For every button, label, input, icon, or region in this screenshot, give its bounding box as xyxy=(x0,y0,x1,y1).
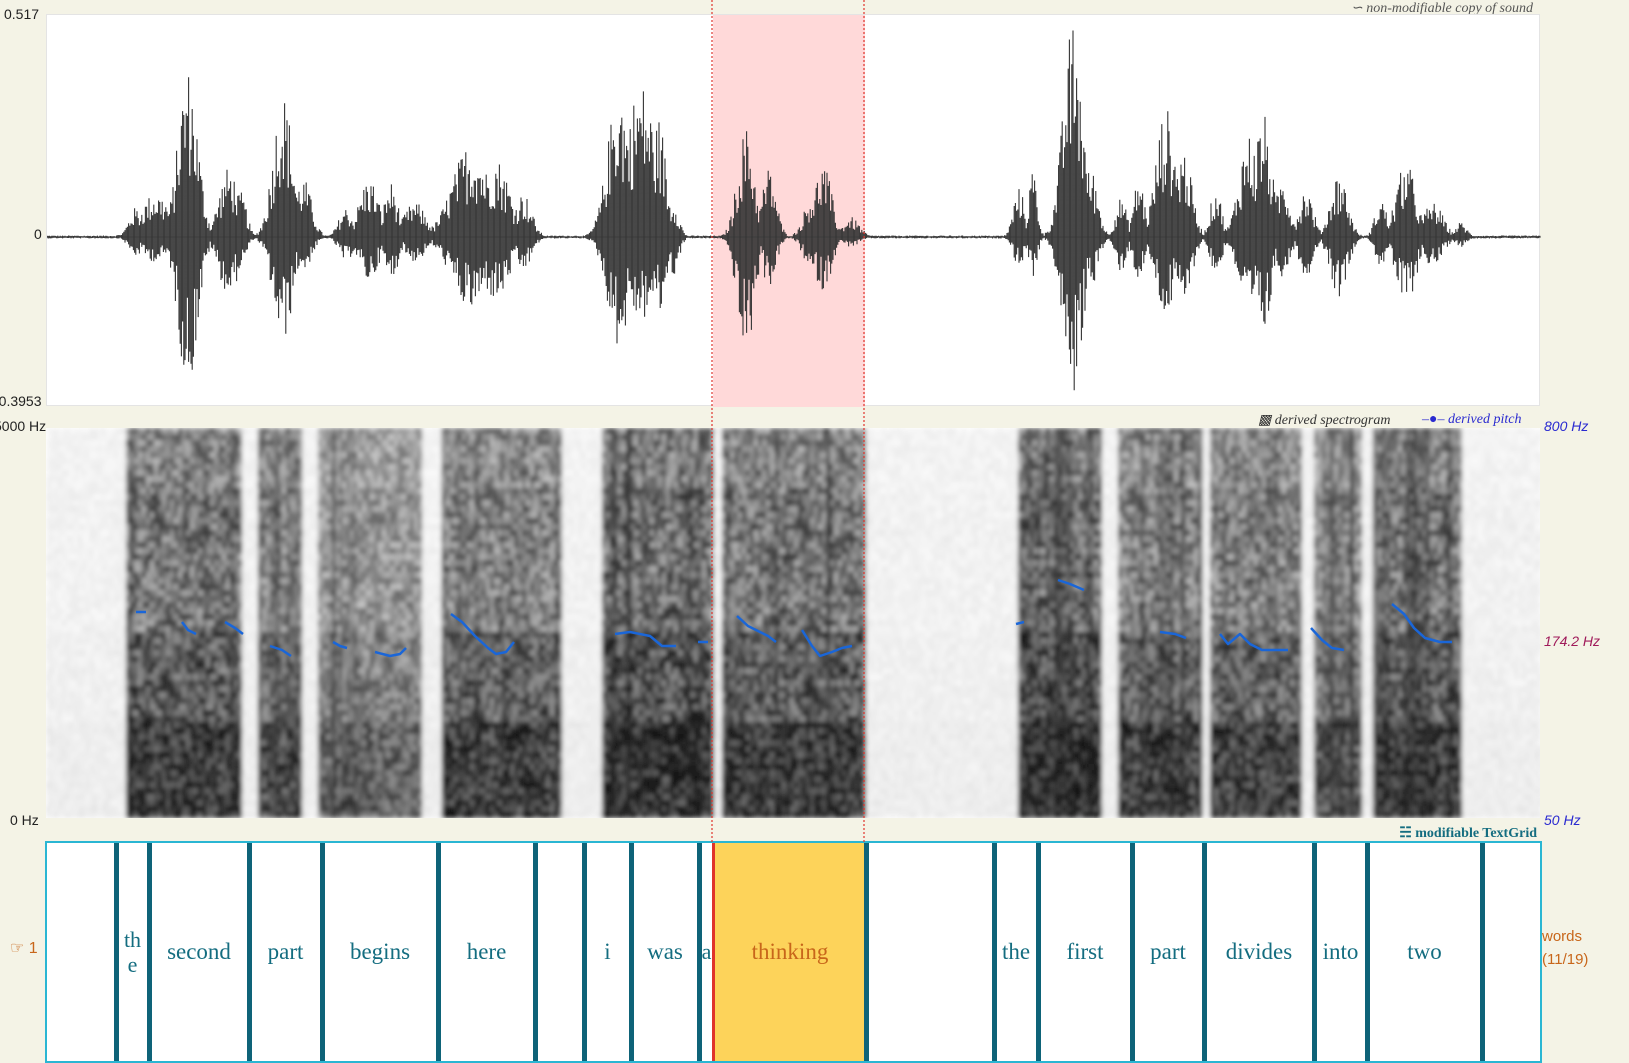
interval-15[interactable]: divides xyxy=(1204,843,1314,1061)
pitch-segment-3 xyxy=(269,644,292,658)
interval-boundary[interactable] xyxy=(1365,843,1370,1061)
spectrogram-freq-max-label: 5000 Hz xyxy=(0,418,46,434)
pitch-max-label: 800 Hz xyxy=(1544,418,1588,434)
spectrogram-freq-min-label: 0 Hz xyxy=(10,812,39,828)
tier-count-label: (11/19) xyxy=(1542,951,1588,968)
pitch-segment-16 xyxy=(1391,603,1452,644)
waveform-caption-text: non-modifiable copy of sound xyxy=(1366,1,1533,16)
waveform-ymin-label: -0.3953 xyxy=(0,393,41,409)
interval-boundary[interactable] xyxy=(712,843,715,1061)
pitch-min-label: 50 Hz xyxy=(1544,812,1581,828)
pitch-segment-13 xyxy=(1159,630,1187,640)
textgrid-caption-text: modifiable TextGrid xyxy=(1415,826,1537,841)
interval-11[interactable] xyxy=(866,843,994,1061)
interval-boundary[interactable] xyxy=(147,843,152,1061)
waveform-caption: ∽ non-modifiable copy of sound xyxy=(1351,0,1533,17)
interval-0[interactable] xyxy=(48,843,116,1061)
pitch-segment-5 xyxy=(374,647,407,658)
interval-12[interactable]: the xyxy=(994,843,1038,1061)
interval-boundary[interactable] xyxy=(320,843,325,1061)
interval-13[interactable]: first xyxy=(1038,843,1132,1061)
textgrid-caption: ☵ modifiable TextGrid xyxy=(1399,825,1537,842)
interval-2[interactable]: second xyxy=(149,843,249,1061)
tier-name-label[interactable]: words xyxy=(1542,928,1582,945)
interval-boundary[interactable] xyxy=(1312,843,1317,1061)
interval-17[interactable]: two xyxy=(1367,843,1482,1061)
interval-14[interactable]: part xyxy=(1132,843,1204,1061)
interval-8[interactable]: was xyxy=(631,843,699,1061)
pitch-segment-11 xyxy=(1015,620,1025,626)
waveform-zero-label: 0 xyxy=(34,226,42,242)
interval-boundary[interactable] xyxy=(864,843,869,1061)
pitch-legend-icon: –●– xyxy=(1422,412,1444,427)
selected-interval-highlight xyxy=(714,843,866,1061)
interval-boundary[interactable] xyxy=(992,843,997,1061)
interval-boundary[interactable] xyxy=(582,843,587,1061)
textgrid-icon: ☵ xyxy=(1399,826,1412,841)
interval-boundary[interactable] xyxy=(114,843,119,1061)
pitch-segment-1 xyxy=(181,621,197,636)
pitch-segment-2 xyxy=(224,620,244,635)
spectrogram-plot[interactable] xyxy=(46,428,1540,818)
pitch-segment-7 xyxy=(614,630,676,648)
interval-10[interactable]: thinking xyxy=(714,843,866,1061)
waveform-trace xyxy=(47,30,1541,391)
pitch-caption: –●– derived pitch xyxy=(1422,412,1521,428)
pitch-segment-4 xyxy=(332,640,348,650)
textgrid-tier[interactable]: th e second part begins here i was a thinking the… xyxy=(45,841,1542,1063)
interval-9[interactable]: a xyxy=(699,843,714,1061)
sound-copy-icon: ∽ xyxy=(1351,1,1363,16)
interval-boundary[interactable] xyxy=(629,843,634,1061)
pitch-segment-10 xyxy=(800,629,853,658)
pitch-caption-text: derived pitch xyxy=(1448,412,1521,427)
interval-3[interactable]: part xyxy=(249,843,322,1061)
pitch-segment-12 xyxy=(1057,578,1085,592)
interval-5[interactable]: here xyxy=(438,843,535,1061)
waveform-panel[interactable] xyxy=(46,14,1541,407)
interval-boundary[interactable] xyxy=(1036,843,1041,1061)
interval-boundary[interactable] xyxy=(247,843,252,1061)
pitch-segment-15 xyxy=(1310,627,1345,652)
spectrogram-icon: ▩ xyxy=(1258,413,1271,428)
spectrogram-energy xyxy=(46,428,1540,818)
interval-boundary[interactable] xyxy=(1202,843,1207,1061)
pitch-segment-6 xyxy=(450,612,515,656)
interval-boundary[interactable] xyxy=(436,843,441,1061)
interval-7[interactable]: i xyxy=(584,843,631,1061)
interval-boundary[interactable] xyxy=(533,843,538,1061)
interval-boundary[interactable] xyxy=(1480,843,1485,1061)
waveform-ymax-label: 0.517 xyxy=(4,6,39,22)
waveform-plot[interactable] xyxy=(47,15,1541,407)
interval-18[interactable] xyxy=(1482,843,1540,1061)
pitch-segment-14 xyxy=(1219,632,1288,652)
tier-number-label[interactable]: ☞ 1 xyxy=(10,938,38,958)
pitch-segment-9 xyxy=(736,615,777,643)
interval-16[interactable]: into xyxy=(1314,843,1367,1061)
interval-6[interactable] xyxy=(535,843,584,1061)
interval-boundary[interactable] xyxy=(1130,843,1135,1061)
pitch-mid-label: 174.2 Hz xyxy=(1544,633,1600,649)
spectrogram-caption: ▩ derived spectrogram xyxy=(1258,412,1390,429)
spectrogram-caption-text: derived spectrogram xyxy=(1275,413,1391,428)
interval-boundary[interactable] xyxy=(697,843,702,1061)
spectrogram-panel[interactable] xyxy=(46,428,1540,818)
interval-4[interactable]: begins xyxy=(322,843,438,1061)
interval-1[interactable]: th e xyxy=(116,843,149,1061)
